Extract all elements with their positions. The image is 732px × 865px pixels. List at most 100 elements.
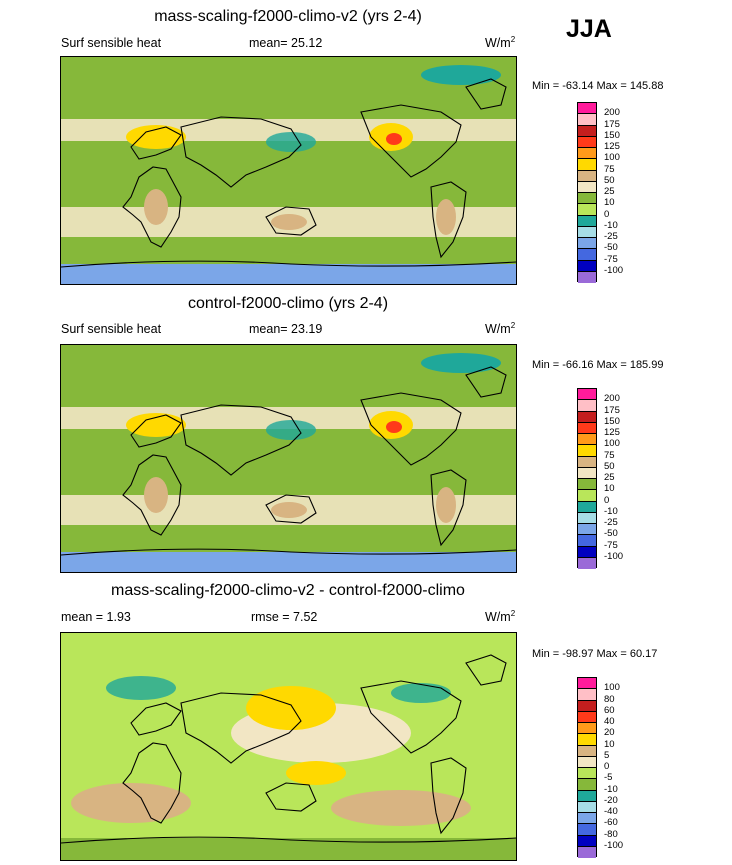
colorbar-swatch xyxy=(578,159,596,171)
colorbar-swatch xyxy=(578,723,596,735)
colorbar-tick-label: 150 xyxy=(604,415,620,427)
colorbar-tick-label: 25 xyxy=(604,186,615,197)
colorbar-tick-label: 125 xyxy=(604,427,620,438)
colorbar-swatch xyxy=(578,148,596,160)
colorbar-swatch xyxy=(578,689,596,701)
colorbar-tick-label: 175 xyxy=(604,404,620,416)
panel-3-rmse-label: rmse = 7.52 xyxy=(251,610,318,624)
colorbar-tick-label: 100 xyxy=(604,152,620,164)
panel-2-units: W/m2 xyxy=(485,321,516,337)
colorbar-tick-label: 10 xyxy=(604,738,615,750)
colorbar-tick-label: -20 xyxy=(604,794,618,806)
colorbar-tick-label: 200 xyxy=(604,393,620,405)
panel-1-units: W/m2 xyxy=(485,35,516,51)
colorbar-swatch xyxy=(578,271,596,283)
colorbar-tick-label: 100 xyxy=(604,438,620,450)
season-label: JJA xyxy=(566,15,612,43)
colorbar-tick-label: -10 xyxy=(604,505,618,517)
colorbar-tick-label: -60 xyxy=(604,817,618,829)
colorbar-swatch xyxy=(578,125,596,137)
colorbar-swatch xyxy=(578,181,596,193)
colorbar-tick-label: 150 xyxy=(604,129,620,141)
colorbar-swatch xyxy=(578,204,596,216)
panel-2-minmax: Min = -66.16 Max = 185.99 xyxy=(532,359,664,371)
colorbar-tick-label: -25 xyxy=(604,517,618,528)
colorbar-swatch xyxy=(578,835,596,847)
colorbar-swatch xyxy=(578,756,596,768)
colorbar-tick-label: 40 xyxy=(604,716,615,727)
panel-2-title: control-f2000-climo (yrs 2-4) xyxy=(187,295,389,312)
colorbar-swatch xyxy=(578,501,596,513)
colorbar-tick-label: -10 xyxy=(604,783,618,795)
panel-3-colorbar xyxy=(577,677,597,858)
colorbar-tick-label: -100 xyxy=(604,264,624,276)
panel-1-colorbar xyxy=(577,102,597,283)
colorbar-tick-label: 20 xyxy=(604,727,615,739)
panel-3-minmax: Min = -98.97 Max = 60.17 xyxy=(532,648,658,660)
panel-2-map-plot xyxy=(61,345,516,572)
colorbar-swatch xyxy=(578,411,596,423)
colorbar-swatch xyxy=(578,103,596,115)
colorbar-swatch xyxy=(578,700,596,712)
colorbar-swatch xyxy=(578,779,596,791)
colorbar-tick-label: 0 xyxy=(604,494,610,506)
colorbar-swatch xyxy=(578,456,596,468)
colorbar-tick-label: 0 xyxy=(604,761,610,772)
colorbar-swatch xyxy=(578,260,596,272)
colorbar-swatch xyxy=(578,512,596,524)
colorbar-tick-label: 50 xyxy=(604,174,615,186)
colorbar-tick-label: 60 xyxy=(604,704,615,716)
colorbar-swatch xyxy=(578,846,596,858)
panel-1-minmax: Min = -63.14 Max = 145.88 xyxy=(532,80,664,92)
panel-1-map-plot xyxy=(61,57,516,284)
panel-3-map xyxy=(60,632,517,861)
colorbar-tick-label: 100 xyxy=(604,682,620,694)
colorbar-tick-label: 10 xyxy=(604,483,615,495)
panel-2-variable-label: Surf sensible heat xyxy=(61,322,162,336)
colorbar-swatch xyxy=(578,193,596,205)
colorbar-swatch xyxy=(578,434,596,446)
colorbar-swatch xyxy=(578,215,596,227)
colorbar-swatch xyxy=(578,445,596,457)
panel-2-map xyxy=(60,344,517,573)
colorbar-swatch xyxy=(578,114,596,126)
colorbar-tick-label: -50 xyxy=(604,528,618,540)
colorbar-swatch xyxy=(578,535,596,547)
colorbar-tick-label: 0 xyxy=(604,208,610,220)
colorbar-tick-label: 50 xyxy=(604,460,615,472)
panel-1-map xyxy=(60,56,517,285)
panel-3-title: mass-scaling-f2000-climo-v2 - control-f2… xyxy=(111,582,465,599)
colorbar-swatch xyxy=(578,170,596,182)
colorbar-tick-label: 5 xyxy=(604,749,610,761)
colorbar-tick-label: -75 xyxy=(604,539,618,551)
panel-2-mean-label: mean= 23.19 xyxy=(249,322,323,336)
colorbar-tick-label: -5 xyxy=(604,772,613,784)
colorbar-swatch xyxy=(578,389,596,401)
colorbar-swatch xyxy=(578,490,596,502)
colorbar-swatch xyxy=(578,824,596,836)
colorbar-swatch xyxy=(578,734,596,746)
colorbar-swatch xyxy=(578,238,596,250)
colorbar-tick-label: -10 xyxy=(604,219,618,231)
panel-3-units: W/m2 xyxy=(485,609,516,625)
colorbar-swatch xyxy=(578,813,596,825)
colorbar-tick-label: 80 xyxy=(604,693,615,705)
panel-3-map-plot xyxy=(61,633,516,860)
colorbar-swatch xyxy=(578,400,596,412)
colorbar-tick-label: -100 xyxy=(604,839,624,851)
colorbar-tick-label: -50 xyxy=(604,242,618,254)
colorbar-swatch xyxy=(578,711,596,723)
colorbar-tick-label: 10 xyxy=(604,197,615,209)
colorbar-tick-label: -100 xyxy=(604,550,624,562)
colorbar-swatch xyxy=(578,801,596,813)
panel-2-colorbar xyxy=(577,388,597,569)
panel-1-variable-label: Surf sensible heat xyxy=(61,36,162,50)
panel-1-mean-label: mean= 25.12 xyxy=(249,36,323,50)
colorbar-tick-label: -25 xyxy=(604,231,618,242)
colorbar-tick-label: 25 xyxy=(604,472,615,483)
colorbar-swatch xyxy=(578,546,596,558)
colorbar-swatch xyxy=(578,768,596,780)
colorbar-tick-label: 200 xyxy=(604,107,620,119)
panel-1-title: mass-scaling-f2000-climo-v2 (yrs 2-4) xyxy=(154,8,422,25)
colorbar-swatch xyxy=(578,790,596,802)
